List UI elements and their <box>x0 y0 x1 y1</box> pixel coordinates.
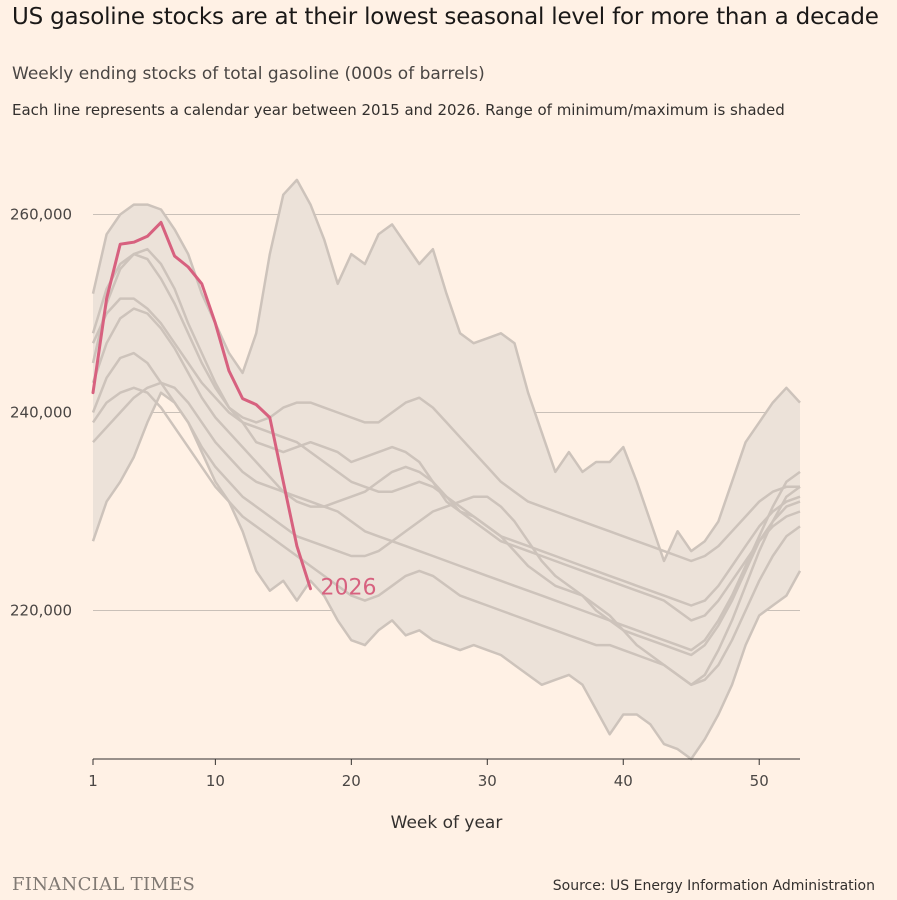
highlight-line <box>91 220 312 591</box>
x-tick-label: 50 <box>750 772 769 790</box>
x-tick-label: 40 <box>614 772 633 790</box>
line-2026 <box>91 220 312 591</box>
year-line <box>91 252 800 563</box>
x-tick-label: 1 <box>88 772 98 790</box>
gasoline-stocks-chart: 220,000 240,000 260,000 2026 1 10 20 30 40 50 Week… <box>10 178 802 834</box>
year-lines <box>91 178 802 761</box>
labels: 220,000 240,000 260,000 2026 1 10 20 30 40 50 Week… <box>10 206 769 834</box>
x-axis-title: Week of year <box>391 813 503 833</box>
x-tick-label: 10 <box>206 772 225 790</box>
year-line <box>92 381 801 652</box>
label-2026: 2026 <box>321 576 377 601</box>
year-line <box>91 386 801 687</box>
y-tick-label: 240,000 <box>10 404 72 422</box>
x-tick-label: 20 <box>342 772 361 790</box>
source-note: Source: US Energy Information Administra… <box>552 878 875 894</box>
y-tick-label: 260,000 <box>10 206 72 224</box>
y-tick-label: 220,000 <box>10 602 72 620</box>
chart-subtitle: Weekly ending stocks of total gasoline (… <box>12 64 485 84</box>
min-max-range <box>93 179 800 760</box>
range-min-line <box>91 391 802 761</box>
x-tick-label: 30 <box>478 772 497 790</box>
year-line <box>91 297 801 607</box>
brand-logo: FINANCIAL TIMES <box>12 874 196 895</box>
chart-note: Each line represents a calendar year bet… <box>12 101 785 119</box>
year-line <box>91 247 801 657</box>
axes <box>92 758 800 765</box>
chart-title: US gasoline stocks are at their lowest s… <box>12 4 879 30</box>
range-area <box>93 179 800 760</box>
